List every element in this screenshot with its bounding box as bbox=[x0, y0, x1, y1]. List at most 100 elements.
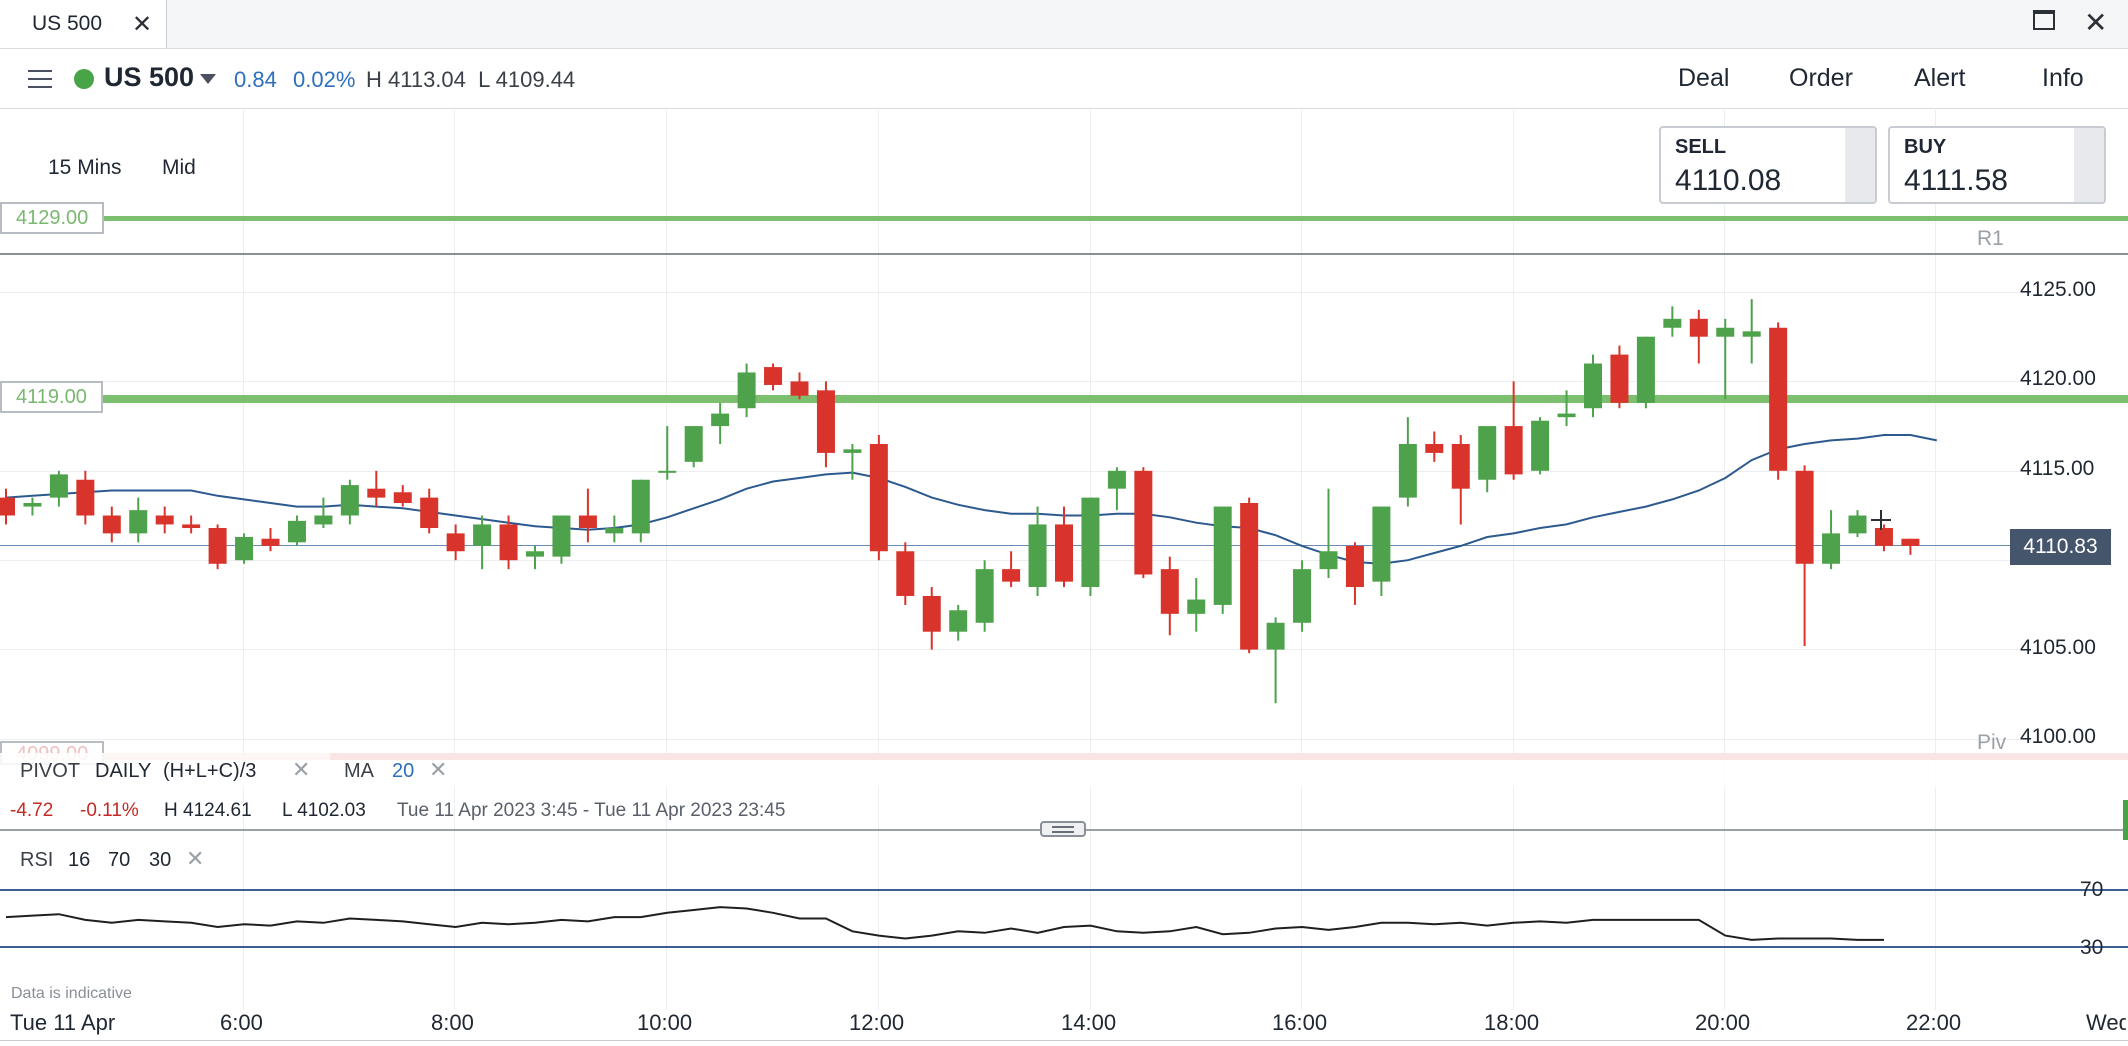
rsi-param-3[interactable]: 30 bbox=[149, 849, 172, 871]
candle-body bbox=[1531, 420, 1550, 471]
candle-body bbox=[340, 485, 359, 516]
range-low: L 4102.03 bbox=[282, 800, 366, 821]
tab-us500[interactable] bbox=[0, 0, 167, 48]
candle-body bbox=[1398, 443, 1417, 498]
buy-button[interactable]: BUY 4111.58 bbox=[1888, 126, 2106, 204]
candle-body bbox=[737, 372, 756, 409]
remove-rsi-icon[interactable]: ✕ bbox=[186, 846, 205, 871]
candle-body bbox=[1742, 331, 1761, 337]
buy-label: BUY bbox=[1904, 136, 1947, 158]
candle-body bbox=[473, 524, 492, 546]
grid-line bbox=[0, 292, 2020, 293]
panel-resize-handle[interactable] bbox=[1040, 821, 1086, 837]
candle-body bbox=[1874, 528, 1893, 546]
rsi-param-2[interactable]: 70 bbox=[108, 849, 131, 871]
menu-icon[interactable] bbox=[28, 70, 52, 88]
grid-line bbox=[0, 471, 2020, 472]
pivot-name[interactable]: PIVOT bbox=[20, 760, 81, 782]
candle-body bbox=[1504, 426, 1523, 475]
candle-body bbox=[314, 515, 333, 525]
deal-button[interactable]: Deal bbox=[1678, 64, 1730, 92]
buy-price: 4111.58 bbox=[1904, 164, 2008, 197]
level-label-r1[interactable]: 4129.00 bbox=[0, 202, 105, 234]
candle-body bbox=[49, 474, 68, 498]
candle-body bbox=[76, 479, 95, 516]
candle-body bbox=[1002, 569, 1021, 582]
high-low: H 4113.04 L 4109.44 bbox=[366, 67, 576, 92]
candle-body bbox=[1160, 569, 1179, 614]
candle-body bbox=[1187, 599, 1206, 614]
candle-body bbox=[1610, 354, 1629, 403]
y-tick-label: 4105.00 bbox=[2020, 636, 2096, 659]
price-type-selector[interactable]: Mid bbox=[162, 156, 196, 179]
sell-button[interactable]: SELL 4110.08 bbox=[1659, 126, 1877, 204]
candle-body bbox=[1478, 426, 1497, 480]
grid-line bbox=[0, 381, 2020, 382]
x-tick-label: 14:00 bbox=[1061, 1010, 1117, 1035]
candle-body bbox=[1584, 363, 1602, 409]
close-window-icon[interactable]: ✕ bbox=[2084, 7, 2108, 38]
pivot-line-r1 bbox=[0, 216, 2128, 221]
instrument-header: US 500 0.84 0.02% H 4113.04 L 4109.44 De… bbox=[0, 48, 2128, 109]
candle-body bbox=[1319, 551, 1338, 570]
ma-label[interactable]: MA bbox=[344, 760, 374, 782]
x-tick-label: 12:00 bbox=[849, 1010, 905, 1035]
candle-body bbox=[816, 390, 835, 453]
candle-body bbox=[208, 528, 227, 564]
rsi-level-70: 70 bbox=[2080, 878, 2104, 901]
buy-shade bbox=[2074, 128, 2104, 202]
pivot-formula[interactable]: (H+L+C)/3 bbox=[163, 760, 257, 782]
candle-body bbox=[843, 449, 862, 453]
candle-body bbox=[1901, 538, 1920, 546]
level-label-2[interactable]: 4119.00 bbox=[0, 381, 103, 413]
candle-body bbox=[1557, 413, 1576, 418]
candle-body bbox=[1081, 497, 1100, 588]
ma-period[interactable]: 20 bbox=[392, 760, 415, 782]
range-dates: Tue 11 Apr 2023 3:45 - Tue 11 Apr 2023 2… bbox=[397, 800, 786, 821]
interval-selector[interactable]: 15 Mins bbox=[48, 156, 122, 179]
y-tick-label: 4115.00 bbox=[2020, 457, 2095, 480]
grid-line bbox=[0, 739, 2020, 740]
rsi-param-1[interactable]: 16 bbox=[68, 849, 91, 871]
candle-body bbox=[1240, 502, 1259, 650]
candle-body bbox=[1795, 470, 1814, 564]
candle-body bbox=[1848, 515, 1867, 534]
candle-body bbox=[155, 515, 174, 525]
tab-bar bbox=[0, 0, 2128, 49]
remove-ma-icon[interactable]: ✕ bbox=[429, 757, 448, 782]
chevron-down-icon[interactable] bbox=[200, 74, 216, 84]
candle-body bbox=[1636, 336, 1655, 403]
candle-body bbox=[23, 502, 42, 507]
range-high: H 4124.61 bbox=[164, 800, 252, 821]
x-tick-label: Wed bbox=[2086, 1010, 2126, 1035]
candle-body bbox=[446, 533, 465, 552]
candle-body bbox=[1425, 443, 1444, 453]
piv-label: Piv bbox=[1977, 731, 2007, 754]
y-tick-label: 4100.00 bbox=[2020, 725, 2096, 748]
x-tick-label: Tue 11 Apr bbox=[10, 1010, 116, 1035]
maximize-icon[interactable] bbox=[2033, 10, 2055, 30]
scroll-indicator[interactable] bbox=[2123, 800, 2128, 840]
tab-close-icon[interactable]: ✕ bbox=[132, 11, 153, 38]
alert-button[interactable]: Alert bbox=[1914, 64, 1966, 92]
info-button[interactable]: Info bbox=[2042, 64, 2084, 92]
x-tick-label: 20:00 bbox=[1695, 1010, 1751, 1035]
rsi-name[interactable]: RSI bbox=[20, 849, 54, 871]
y-tick-label: 4120.00 bbox=[2020, 367, 2096, 390]
candle-body bbox=[1293, 569, 1312, 623]
candle-body bbox=[0, 497, 15, 516]
candle-body bbox=[1716, 327, 1735, 337]
candle-body bbox=[975, 569, 994, 623]
remove-pivot-icon[interactable]: ✕ bbox=[292, 757, 311, 782]
order-button[interactable]: Order bbox=[1789, 64, 1853, 92]
pivot-bar-bg bbox=[0, 753, 2128, 787]
pivot-period[interactable]: DAILY bbox=[95, 760, 152, 782]
candle-body bbox=[1689, 318, 1708, 337]
x-tick-label: 16:00 bbox=[1272, 1010, 1328, 1035]
market-status-indicator bbox=[74, 69, 94, 89]
candle-body bbox=[1028, 524, 1047, 588]
instrument-selector[interactable]: US 500 bbox=[104, 62, 195, 92]
candle-body bbox=[102, 515, 121, 534]
candle-body bbox=[1663, 318, 1682, 328]
